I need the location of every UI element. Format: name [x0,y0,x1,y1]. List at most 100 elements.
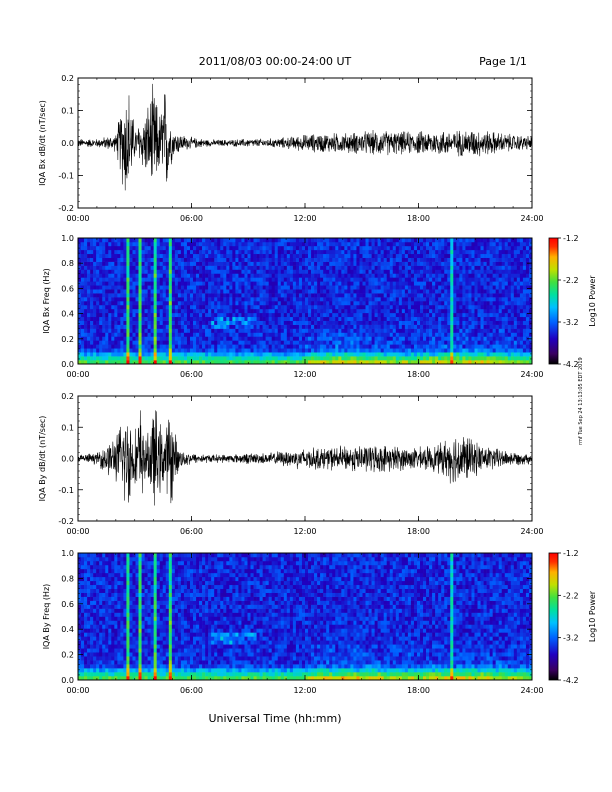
heatmap-cell [117,245,121,251]
heatmap-cell [174,261,179,266]
heatmap-cell [196,308,200,314]
heatmap-cell [374,308,378,314]
heatmap-cell [462,301,466,306]
heatmap-cell [501,265,506,270]
heatmap-cell [301,356,306,361]
heatmap-cell [217,249,221,255]
heatmap-cell [522,360,527,365]
heatmap-cell [462,285,466,290]
heatmap-cell [298,336,303,341]
heatmap-cell [211,293,215,298]
heatmap-cell [265,356,269,361]
heatmap-cell [250,316,254,321]
heatmap-cell [504,352,509,357]
heatmap-cell [344,261,348,266]
heatmap-cell [423,316,427,321]
heatmap-cell [96,360,100,365]
heatmap-cell [220,285,224,290]
heatmap-cell [368,293,372,298]
heatmap-cell [78,340,82,345]
heatmap-cell [241,328,245,333]
heatmap-cell [420,297,424,302]
heatmap-cell [102,301,106,306]
heatmap-cell [513,356,518,361]
heatmap-cell [238,312,242,318]
heatmap-cell [519,308,524,314]
heatmap-cell [271,257,276,262]
heatmap-cell [480,293,484,298]
heatmap-cell [359,289,363,294]
heatmap-cell [250,293,254,298]
heatmap-cell [528,277,533,282]
heatmap-cell [374,293,378,298]
heatmap-cell [311,340,315,345]
heatmap-cell [162,316,167,321]
heatmap-cell [117,360,121,365]
heatmap-cell [350,360,354,365]
heatmap-cell [156,316,161,321]
heatmap-cell [407,340,412,345]
heatmap-cell [96,253,100,258]
heatmap-cell [93,360,97,365]
heatmap-cell [138,277,142,282]
bx-dbdt-panel: 00:00 06:00 12:00 18:00 24:000.20.10.0-0.1-0… [38,74,544,223]
heatmap-cell [471,265,475,270]
heatmap-cell [211,249,215,255]
heatmap-cell [283,245,288,251]
heatmap-cell [265,332,269,337]
heatmap-cell [365,320,369,325]
heatmap-cell [486,344,490,349]
heatmap-cell [165,308,170,314]
heatmap-cell [147,304,151,310]
heatmap-cell [486,352,490,357]
heatmap-cell [292,269,297,274]
heatmap-cell [423,324,427,329]
heatmap-cell [489,360,493,365]
heatmap-cell [317,249,321,255]
heatmap-cell [525,308,530,314]
heatmap-cell [183,293,188,298]
heatmap-cell [471,269,475,274]
heatmap-cell [235,289,239,294]
heatmap-cell [256,352,260,357]
heatmap-cell [504,308,509,314]
heatmap-cell [380,304,384,310]
heatmap-cell [398,273,403,278]
heatmap-cell [283,352,288,357]
heatmap-cell [371,312,375,318]
heatmap-cell [462,281,466,286]
heatmap-cell [214,328,218,333]
heatmap-cell [474,245,478,251]
heatmap-cell [156,360,161,365]
heatmap-cell [413,293,418,298]
heatmap-cell [105,257,109,262]
heatmap-cell [344,285,348,290]
heatmap-cell [407,297,412,302]
heatmap-cell [320,360,324,365]
heatmap-cell [365,316,369,321]
heatmap-cell [132,241,136,247]
heatmap-cell [413,312,418,318]
heatmap-cell [232,249,236,255]
heatmap-cell [283,238,288,243]
heatmap-cell [368,320,372,325]
heatmap-cell [93,332,97,337]
heatmap-cell [398,320,403,325]
heatmap-cell [392,253,397,258]
heatmap-cell [150,269,154,274]
heatmap-cell [401,308,406,314]
heatmap-cell [147,281,151,286]
heatmap-cell [386,301,391,306]
heatmap-cell [329,265,333,270]
heatmap-cell [114,277,118,282]
heatmap-cell [301,328,306,333]
heatmap-cell [516,293,521,298]
heatmap-cell [84,261,88,266]
heatmap-cell [329,293,333,298]
heatmap-cell [525,273,530,278]
heatmap-cell [386,360,391,365]
heatmap-cell [326,320,330,325]
heatmap-cell [359,281,363,286]
heatmap-cell [383,293,388,298]
heatmap-cell [262,281,266,286]
